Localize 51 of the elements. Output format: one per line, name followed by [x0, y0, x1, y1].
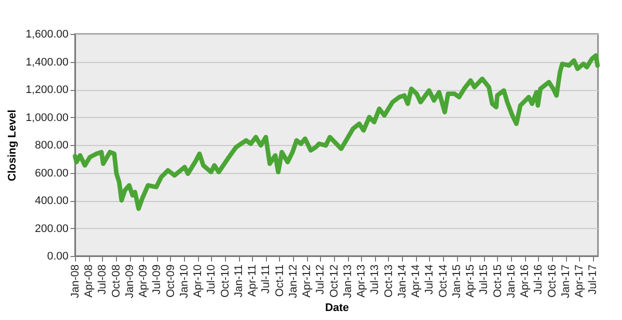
x-tick-label: Jan-12 [288, 264, 300, 298]
x-tick-label: Apr-09 [138, 264, 150, 298]
x-tick-label: Jan-16 [506, 264, 518, 298]
x-tick-label: Jul-12 [314, 264, 327, 294]
x-axis-title: Date [325, 302, 349, 314]
x-tick-label: Jan-10 [178, 264, 191, 298]
x-tick-label: Apr-17 [574, 264, 586, 298]
x-tick-label: Jul-10 [206, 264, 218, 294]
x-tick-label: Jan-13 [342, 264, 354, 298]
x-tick-label: Oct-13 [382, 264, 395, 298]
y-tick-label: 1,400.00 [26, 56, 68, 68]
x-tick-label: Oct-15 [492, 264, 504, 298]
y-tick-label: 600.00 [34, 167, 68, 180]
x-tick-label: Oct-11 [274, 264, 286, 297]
x-tick-label: Jul-13 [369, 264, 382, 294]
x-tick-label: Jan-14 [396, 264, 409, 298]
x-tick-label: Jul-09 [151, 264, 164, 294]
x-tick-label: Jan-11 [233, 264, 246, 298]
y-tick-label: 200.00 [34, 222, 68, 235]
y-tick-label: 400.00 [34, 195, 68, 207]
x-tick-label: Jul-17 [587, 264, 600, 294]
x-tick-label: Jan-15 [451, 264, 464, 298]
x-tick-label: Apr-16 [519, 264, 532, 298]
y-tick-label: 1,600.00 [26, 28, 68, 40]
x-tick-label: Apr-11 [246, 264, 258, 297]
y-tick-label: 800.00 [34, 140, 68, 152]
x-tick-label: Apr-13 [356, 264, 368, 298]
y-tick-label: 1,200.00 [26, 84, 68, 96]
x-tick-label: Jul-15 [478, 264, 490, 294]
x-tick-label: Apr-14 [410, 264, 422, 298]
x-tick-label: Jul-14 [424, 264, 436, 294]
y-tick-label: 0.00 [47, 250, 68, 262]
x-tick-label: Jan-08 [70, 264, 82, 298]
x-tick-label: Apr-10 [192, 264, 204, 298]
x-tick-label: Apr-12 [301, 264, 314, 298]
y-tick-label: 1,000.00 [26, 112, 68, 124]
x-tick-label: Oct-16 [546, 264, 558, 298]
x-tick-label: Oct-10 [219, 264, 232, 298]
x-tick-label: Jul-16 [532, 264, 545, 294]
x-tick-label: Oct-14 [437, 264, 450, 298]
x-tick-label: Apr-08 [83, 264, 96, 298]
x-tick-label: Jul-08 [96, 264, 109, 294]
x-tick-label: Jul-11 [260, 264, 272, 294]
x-tick-label: Oct-09 [164, 264, 177, 298]
x-tick-label: Jan-17 [560, 264, 572, 298]
line-series [72, 53, 600, 211]
x-tick-label: Apr-15 [464, 264, 476, 298]
x-tick-label: Oct-12 [328, 264, 340, 298]
x-tick-label: Jan-09 [124, 264, 136, 298]
y-axis-title: Closing Level [6, 110, 19, 182]
x-tick-label: Oct-08 [110, 264, 122, 298]
